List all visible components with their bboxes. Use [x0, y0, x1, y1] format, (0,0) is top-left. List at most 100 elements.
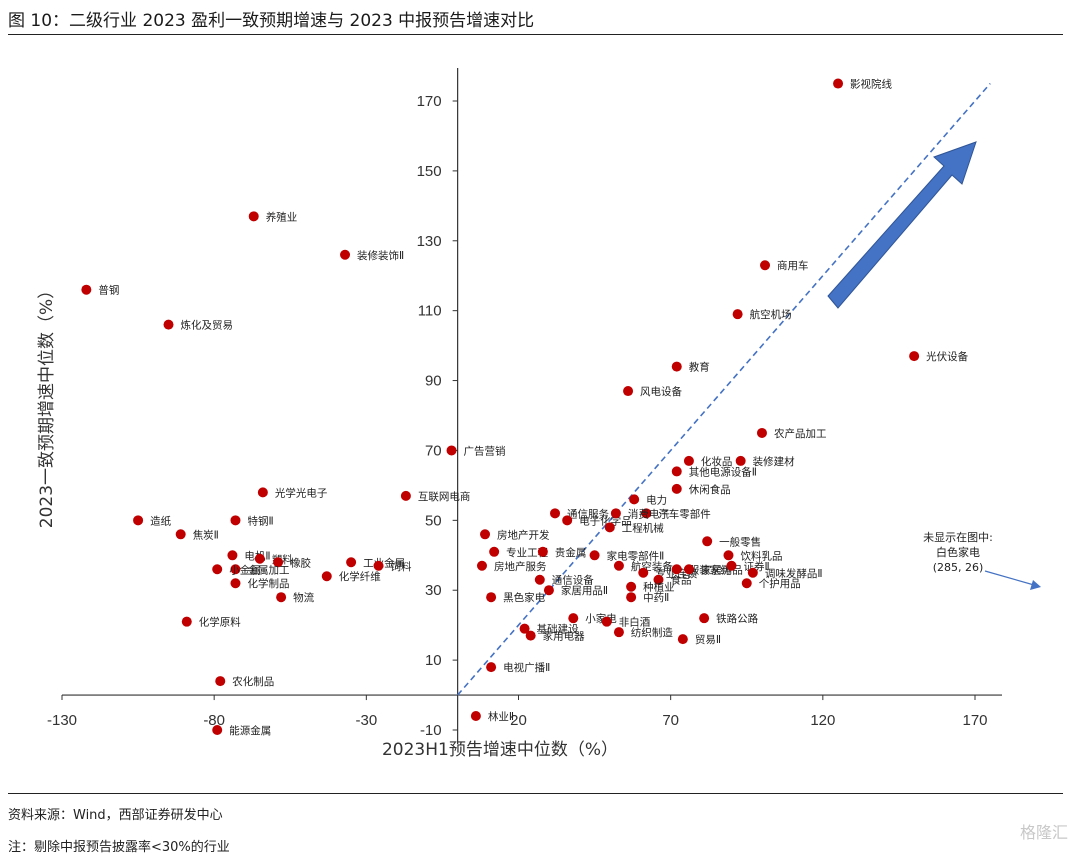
data-point: [230, 578, 241, 589]
data-point-label: 饮料乳品: [740, 549, 782, 562]
data-point-label: 广告营销: [464, 444, 506, 457]
data-point-label: 个护用品: [759, 577, 801, 590]
data-point-label: 物流: [293, 591, 314, 604]
data-point-label: 化妆品: [701, 455, 733, 468]
data-point: [212, 725, 223, 735]
data-point-label: 一般零售: [719, 535, 761, 548]
data-point-label: 服装家纺: [689, 563, 731, 576]
data-point-label: 家居用品: [701, 563, 743, 576]
data-point-label: 家电零部件Ⅱ: [607, 549, 665, 562]
data-point: [230, 564, 241, 575]
data-point-label: 橡胶: [290, 556, 311, 569]
data-point-label: 普钢: [98, 284, 119, 297]
y-tick-label: 110: [418, 303, 442, 320]
data-point: [702, 536, 713, 547]
data-point: [276, 592, 287, 603]
data-point: [470, 711, 481, 722]
y-tick-label: 50: [425, 512, 442, 529]
data-point-label: 家居用品Ⅱ: [561, 584, 608, 597]
data-point: [677, 634, 688, 645]
data-point: [613, 560, 624, 571]
data-point-label: 造纸: [150, 514, 171, 527]
data-point: [215, 676, 226, 687]
data-point: [568, 613, 579, 624]
data-point-label: 装修装饰Ⅱ: [357, 249, 404, 262]
data-point-label: 化学纤维: [339, 570, 381, 583]
data-point: [163, 319, 174, 330]
data-point-label: 食品: [670, 574, 691, 587]
data-point: [623, 386, 634, 397]
x-axis-title: 2023H1预告增速中位数（%）: [382, 740, 618, 760]
offchart-annotation: 未显示在图中: 白色家电 (285, 26): [923, 531, 993, 574]
x-tick-label: -80: [203, 712, 225, 729]
data-point: [489, 546, 500, 557]
data-point: [671, 483, 682, 494]
data-point: [723, 550, 734, 561]
data-point-label: 房地产开发: [497, 528, 550, 541]
data-point-label: 航空机场: [750, 308, 792, 321]
y-tick-label: 90: [425, 373, 442, 390]
data-point: [760, 260, 771, 271]
data-point: [741, 578, 752, 589]
data-point-label: 影视院线: [850, 78, 892, 91]
data-point: [550, 508, 561, 519]
data-point: [340, 249, 351, 260]
data-point: [248, 211, 259, 222]
data-point: [610, 508, 621, 519]
chart-axes: -130 -80 -30 20 70 120 170 -10 10 30 50 70 90 110 130 1…: [47, 68, 1002, 744]
data-point: [543, 585, 554, 596]
data-point: [227, 550, 238, 561]
data-point-label: 电力: [646, 493, 667, 506]
bottom-rule: [8, 793, 1063, 794]
y-axis-title: 2023一致预期增速中位数（%）: [37, 282, 57, 528]
data-point-label: 风电设备: [640, 385, 682, 398]
data-point-label: 林业Ⅱ: [488, 710, 514, 723]
data-point-label: 种植业: [643, 581, 675, 594]
data-point-label: 基础建设: [537, 623, 579, 636]
data-point: [257, 487, 268, 498]
data-point-label: 小金属: [229, 563, 261, 576]
x-tick-label: -30: [355, 712, 377, 729]
data-point: [626, 581, 637, 592]
data-point: [683, 455, 694, 466]
data-point: [683, 564, 694, 575]
data-point: [480, 529, 491, 540]
data-point: [346, 557, 357, 568]
data-point: [756, 427, 767, 438]
source-note: 资料来源：Wind，西部证券研发中心: [8, 808, 223, 823]
data-point-label: 教育: [689, 361, 710, 374]
annotation-line-1: 未显示在图中:: [923, 531, 993, 544]
watermark: 格隆汇: [1019, 823, 1068, 842]
data-point-label: 装修建材: [753, 455, 795, 468]
data-point: [671, 564, 682, 575]
x-tick-label: 120: [810, 712, 835, 729]
x-tick-label: 70: [662, 712, 679, 729]
data-point: [641, 508, 652, 519]
data-point: [732, 309, 743, 320]
data-point: [726, 560, 737, 571]
data-point-label: 非白酒: [619, 616, 651, 629]
data-point: [671, 466, 682, 477]
data-point-label: 家用电器: [543, 630, 585, 643]
data-point: [629, 494, 640, 505]
data-point: [735, 455, 746, 466]
data-point-label: 化学原料: [199, 616, 241, 629]
data-point: [604, 522, 615, 533]
data-point-label: 中药Ⅱ: [643, 591, 669, 604]
trend-arrow-icon: [827, 141, 977, 309]
data-point-label: 通信服务: [567, 507, 609, 520]
data-point: [212, 564, 223, 575]
annotation-arrow-head-icon: [1030, 580, 1041, 590]
data-point: [175, 529, 186, 540]
data-point: [486, 662, 497, 673]
y-tick-label: 70: [425, 442, 442, 459]
data-point-label: 光伏设备: [926, 350, 968, 363]
data-point-label: 农产品加工: [774, 427, 827, 440]
y-tick-label: 10: [425, 652, 442, 669]
data-point: [230, 515, 241, 526]
figure-title: 图 10：二级行业 2023 盈利一致预期增速与 2023 中报预告增速对比: [8, 11, 535, 31]
data-point-label: 工程机械: [622, 521, 664, 534]
data-point: [525, 630, 536, 641]
data-point-label: 小家电: [585, 612, 617, 625]
